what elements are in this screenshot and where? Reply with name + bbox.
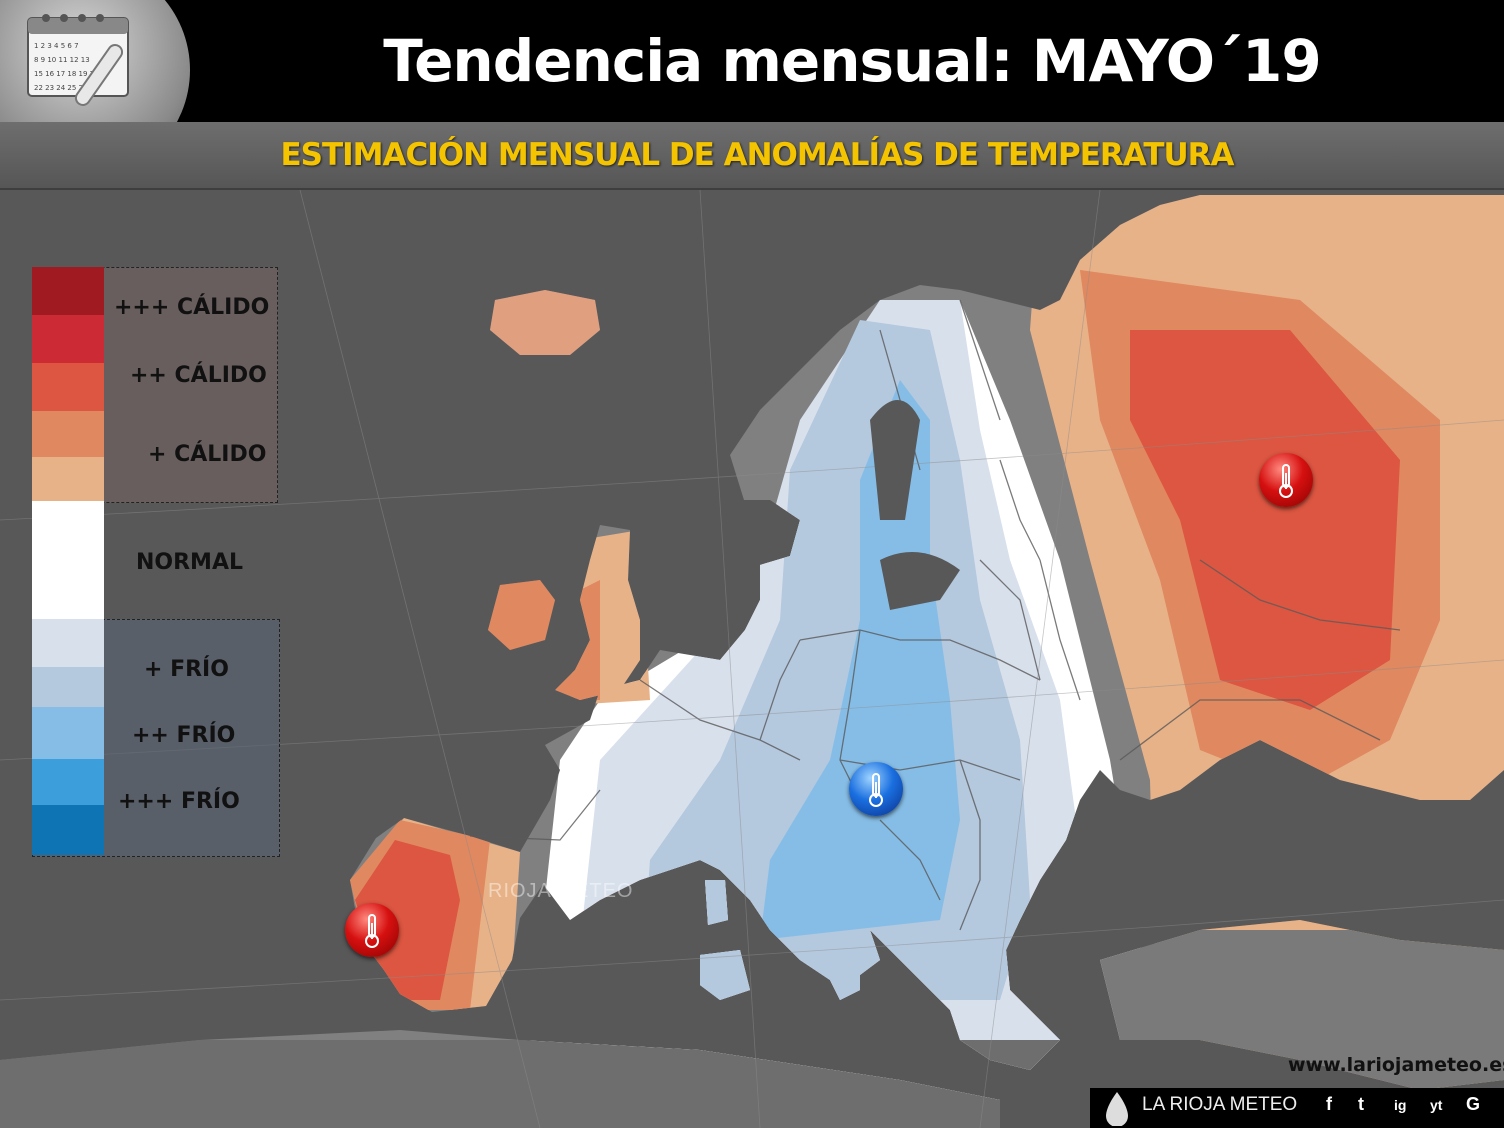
legend-swatch-warm3b <box>32 315 104 363</box>
twitter-icon[interactable]: t <box>1358 1094 1364 1114</box>
thermometer-hot-icon <box>1259 453 1313 507</box>
youtube-icon[interactable]: yt <box>1430 1097 1443 1113</box>
legend-swatch-warm2 <box>32 363 104 411</box>
legend-label-warm3: +++ CÁLIDO <box>114 295 270 320</box>
footer-brand: LA RIOJA METEO <box>1142 1094 1298 1115</box>
legend-swatch-cold1a <box>32 619 104 667</box>
legend-label-warm1: + CÁLIDO <box>148 442 267 467</box>
watermark: RIOJA METEO <box>488 880 634 902</box>
svg-text:1 2 3 4 5 6 7: 1 2 3 4 5 6 7 <box>34 42 79 50</box>
svg-text:8 9 10 11 12 13: 8 9 10 11 12 13 <box>34 56 90 64</box>
facebook-icon[interactable]: f <box>1326 1094 1332 1114</box>
legend-swatch-cold3b <box>32 805 104 855</box>
legend-swatch-warm3a <box>32 267 104 315</box>
page-title: Tendencia mensual: MAYO´19 <box>383 27 1322 95</box>
legend-label-cold2: ++ FRÍO <box>132 723 236 748</box>
legend-swatch-cold1b <box>32 667 104 707</box>
legend-label-warm2: ++ CÁLIDO <box>130 363 267 388</box>
instagram-icon[interactable]: ig <box>1394 1097 1407 1113</box>
google-icon[interactable]: G <box>1466 1094 1481 1114</box>
svg-text:15 16 17 18 19 20: 15 16 17 18 19 20 <box>34 70 99 78</box>
thermometer-hot-icon <box>345 903 399 957</box>
title-bar <box>0 0 1504 122</box>
legend-swatch-warm1b <box>32 457 104 501</box>
subtitle-bar <box>0 122 1504 190</box>
legend-swatch-cold2 <box>32 707 104 759</box>
legend-label-normal: NORMAL <box>136 550 243 575</box>
legend-swatch-warm1a <box>32 411 104 457</box>
website-link[interactable]: www.lariojameteo.es <box>1288 1054 1504 1076</box>
footer-bar <box>1090 1088 1504 1128</box>
page-subtitle: ESTIMACIÓN MENSUAL DE ANOMALÍAS DE TEMPE… <box>280 137 1234 173</box>
svg-text:22 23 24 25 26 27: 22 23 24 25 26 27 <box>34 84 99 92</box>
legend-label-cold1: + FRÍO <box>144 657 229 682</box>
legend-swatch-normal <box>32 501 104 619</box>
brand-drop-icon <box>1106 1092 1128 1126</box>
thermometer-cold-icon <box>849 762 903 816</box>
legend-swatch-cold3a <box>32 759 104 805</box>
legend-label-cold3: +++ FRÍO <box>118 789 240 814</box>
